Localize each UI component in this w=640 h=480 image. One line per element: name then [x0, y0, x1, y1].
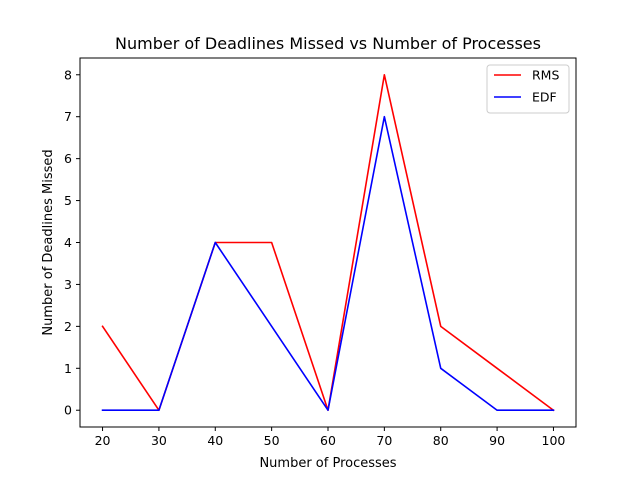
- legend-box: [486, 64, 570, 114]
- x-tick-label: 60: [320, 433, 336, 448]
- x-tick-label: 90: [489, 433, 505, 448]
- legend-label-edf: EDF: [532, 90, 557, 105]
- x-tick-label: 30: [151, 433, 167, 448]
- y-tick-label: 4: [64, 235, 72, 250]
- x-tick-label: 20: [95, 433, 111, 448]
- x-axis-label: Number of Processes: [259, 456, 396, 471]
- x-tick-label: 40: [207, 433, 223, 448]
- y-axis: 0 1 2 3 4 5 6 7 8: [64, 67, 80, 418]
- series-line-edf: [101, 115, 555, 412]
- series-layer: [101, 73, 555, 412]
- x-axis: 20 30 40 50 60 70 80 90 100: [95, 427, 566, 448]
- y-tick-label: 5: [64, 193, 72, 208]
- y-tick-label: 1: [64, 361, 72, 376]
- y-tick-label: 0: [64, 403, 72, 418]
- y-tick-label: 2: [64, 319, 72, 334]
- legend: RMS EDF: [486, 64, 570, 114]
- x-tick-label: 50: [264, 433, 280, 448]
- y-axis-label: Number of Deadlines Missed: [41, 149, 56, 335]
- y-tick-label: 7: [64, 109, 72, 124]
- chart-title: Number of Deadlines Missed vs Number of …: [115, 34, 541, 53]
- x-tick-label: 70: [376, 433, 392, 448]
- y-tick-label: 3: [64, 277, 72, 292]
- y-tick-label: 6: [64, 151, 72, 166]
- series-line-rms: [101, 73, 555, 412]
- x-tick-label: 80: [433, 433, 449, 448]
- y-tick-label: 8: [64, 67, 72, 82]
- x-tick-label: 100: [542, 433, 566, 448]
- legend-label-rms: RMS: [532, 68, 559, 83]
